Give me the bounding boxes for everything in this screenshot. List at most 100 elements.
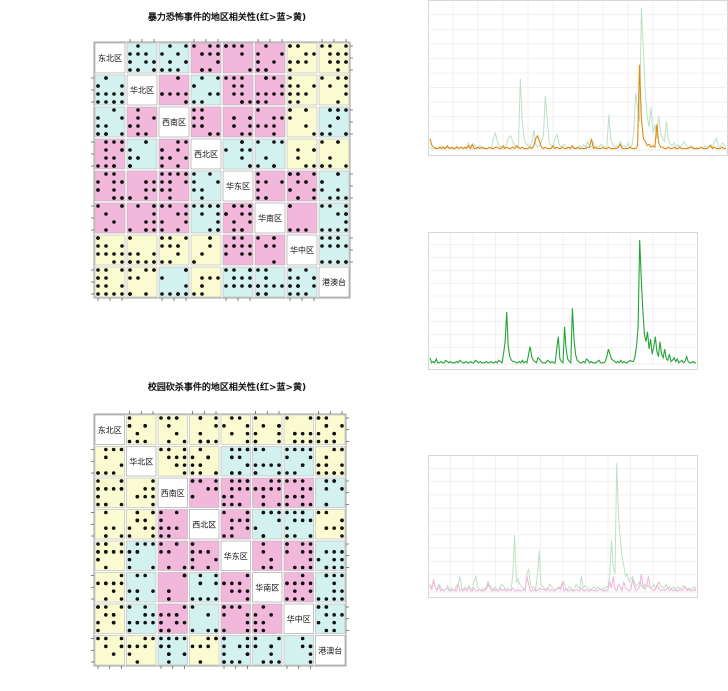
scatter-point <box>222 636 226 641</box>
scatter-point <box>332 565 336 570</box>
variable-label: 东北区 <box>98 53 122 63</box>
scatter-point <box>208 44 212 48</box>
scatter-point <box>168 60 172 64</box>
panel-yellow <box>126 509 157 540</box>
variable-label: 港澳台 <box>318 645 342 655</box>
scatter-point <box>232 236 236 240</box>
scatter-point <box>332 447 336 452</box>
scatter-point <box>111 550 116 554</box>
scatter-point <box>240 212 244 216</box>
scatter-point <box>324 471 329 475</box>
scatter-point <box>143 487 147 491</box>
scatter-point <box>277 439 281 444</box>
scatter-point <box>206 636 210 641</box>
scatter-point <box>112 100 116 104</box>
scatter-point <box>304 164 308 168</box>
scatter-point <box>112 156 116 160</box>
scatter-point <box>232 228 236 232</box>
scatter-point <box>104 76 108 80</box>
scatter-point <box>120 132 124 136</box>
scatter-point <box>256 236 260 240</box>
scatter-point <box>160 276 164 280</box>
scatter-point <box>200 276 204 280</box>
scatter-point <box>256 284 260 288</box>
panel-cyan <box>190 170 222 202</box>
panel-red <box>254 234 286 266</box>
scatter-point <box>111 613 116 617</box>
scatter-point <box>324 487 329 491</box>
scatter-point <box>167 613 171 617</box>
scatter-point <box>245 526 250 530</box>
scatter-point <box>253 471 258 475</box>
scatter-point <box>288 284 292 288</box>
scatter-point <box>112 140 116 144</box>
scatter-point <box>168 236 172 240</box>
scatter-point <box>167 447 171 452</box>
scatter-point <box>120 84 124 88</box>
scatter-point <box>269 613 273 617</box>
scatter-point <box>151 510 155 515</box>
panel-cyan <box>222 266 254 298</box>
panel-red <box>220 509 251 540</box>
scatter-point <box>151 479 155 483</box>
scatter-point <box>111 620 116 625</box>
scatter-point <box>300 479 305 483</box>
scatter-point <box>127 526 132 530</box>
scatter-point <box>144 260 148 264</box>
scatter-point <box>144 140 148 144</box>
scatter-point <box>328 44 332 48</box>
scatter-point <box>128 156 132 160</box>
scatter-point <box>332 573 336 578</box>
scatter-point <box>151 565 155 570</box>
scatter-point <box>253 431 258 436</box>
panel-cyan <box>254 266 286 298</box>
scatter-point <box>344 76 348 80</box>
scatter-point <box>104 613 108 617</box>
scatter-point <box>96 494 100 499</box>
scatter-point <box>277 660 281 664</box>
scatter-point <box>248 268 252 272</box>
scatter-point <box>152 212 156 216</box>
scatter-point <box>248 252 252 256</box>
scatter-point <box>308 565 313 570</box>
scatter-point <box>272 124 276 128</box>
scatter-point <box>119 479 124 483</box>
scatter-point <box>340 487 344 491</box>
scatter-point <box>293 447 297 452</box>
scatter-point <box>296 156 300 160</box>
scatter-point <box>168 188 172 192</box>
scatter-point <box>232 244 236 248</box>
scatter-point <box>206 597 210 601</box>
scatter-point <box>240 140 244 144</box>
scatter-point <box>214 557 218 562</box>
scatter-point <box>104 542 108 546</box>
scatter-point <box>104 132 108 136</box>
scatter-point <box>160 52 164 56</box>
scatter-point <box>184 284 188 288</box>
scatter-point <box>151 589 155 593</box>
scatter-point <box>159 636 163 641</box>
scatter-point <box>230 605 234 609</box>
scatter-point <box>151 526 155 530</box>
panel-yellow <box>94 635 125 666</box>
scatter-point <box>332 620 336 625</box>
scatter-point <box>159 526 163 530</box>
scatter-point <box>230 581 234 586</box>
scatter-point <box>104 565 108 570</box>
scatter-point <box>224 76 228 80</box>
scatter-point <box>135 573 140 578</box>
scatter-point <box>248 124 252 128</box>
scatter-point <box>230 534 234 538</box>
scatter-point <box>277 502 281 507</box>
scatter-point <box>336 236 340 240</box>
scatter-point <box>127 620 132 625</box>
scatter-point <box>159 628 163 633</box>
variable-label: 华北区 <box>130 85 154 95</box>
scatter-point <box>104 156 108 160</box>
scatter-point <box>288 228 292 232</box>
scatter-point <box>104 228 108 232</box>
scatter-point <box>240 84 244 88</box>
scatter-point <box>253 487 258 491</box>
scatter-point <box>344 204 348 208</box>
